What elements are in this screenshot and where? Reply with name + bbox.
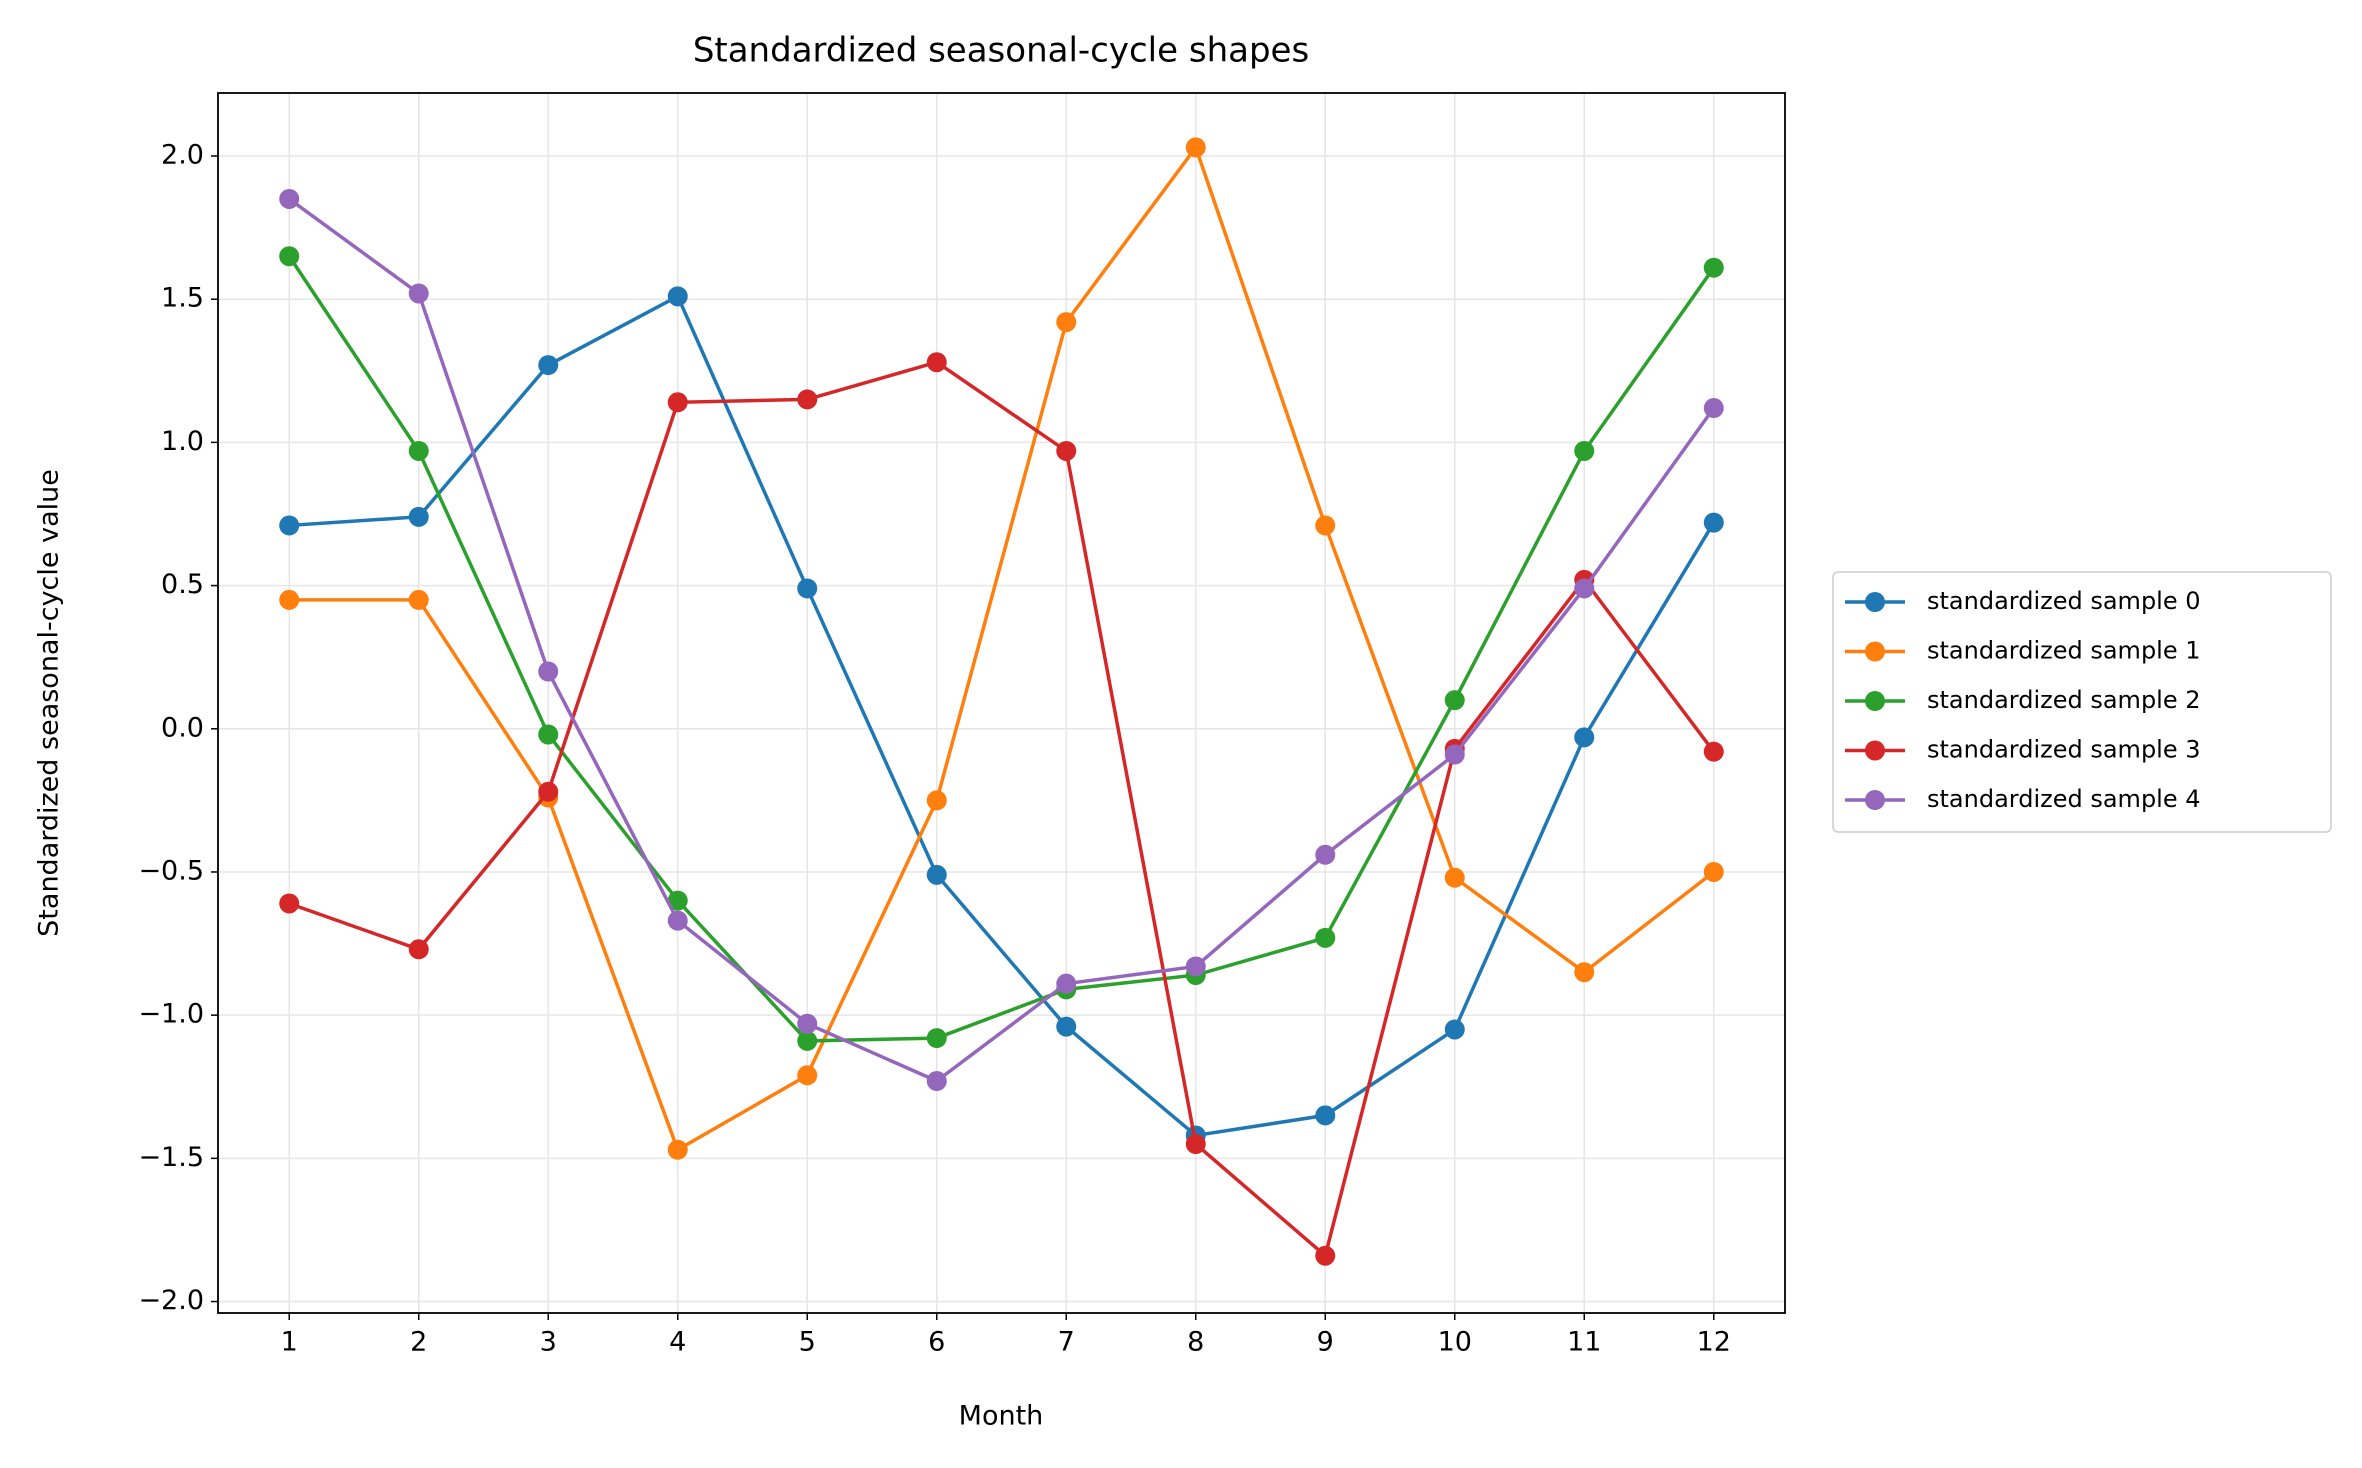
legend-marker — [1865, 691, 1885, 711]
point — [408, 589, 429, 610]
point — [1056, 440, 1077, 461]
x-axis-label: Month — [959, 1401, 1044, 1432]
legend-label: standardized sample 1 — [1927, 637, 2201, 665]
point — [408, 283, 429, 304]
point — [1444, 690, 1465, 711]
point — [1315, 1245, 1336, 1266]
point — [538, 781, 559, 802]
point — [1315, 1105, 1336, 1126]
point — [1574, 727, 1595, 748]
point — [667, 392, 688, 413]
point — [926, 1028, 947, 1049]
point — [797, 1030, 818, 1051]
x-tick-label: 4 — [669, 1327, 686, 1358]
legend-label: standardized sample 3 — [1927, 736, 2201, 764]
point — [1703, 257, 1724, 278]
point — [667, 910, 688, 931]
point — [1574, 578, 1595, 599]
legend-label: standardized sample 0 — [1927, 587, 2201, 615]
point — [926, 1071, 947, 1092]
point — [926, 864, 947, 885]
y-axis-label: Standardized seasonal-cycle value — [34, 469, 65, 937]
point — [797, 1065, 818, 1086]
point — [1703, 861, 1724, 882]
y-tick-label: −1.0 — [138, 999, 204, 1030]
point — [1444, 867, 1465, 888]
point — [797, 1013, 818, 1034]
point — [1185, 956, 1206, 977]
point — [797, 389, 818, 410]
point — [279, 589, 300, 610]
x-tick-label: 9 — [1317, 1327, 1334, 1358]
legend-marker — [1865, 641, 1885, 662]
x-tick-label: 8 — [1187, 1327, 1204, 1358]
point — [1574, 962, 1595, 983]
chart-title: Standardized seasonal-cycle shapes — [693, 31, 1309, 71]
legend-marker — [1865, 592, 1885, 612]
x-tick-label: 6 — [928, 1327, 945, 1358]
x-tick-label: 12 — [1697, 1327, 1731, 1358]
point — [408, 506, 429, 527]
y-tick-label: −1.5 — [138, 1142, 204, 1173]
point — [1185, 137, 1206, 158]
y-tick-label: 0.5 — [161, 569, 204, 600]
point — [1703, 398, 1724, 419]
x-tick-label: 2 — [410, 1327, 427, 1358]
point — [538, 661, 559, 682]
y-tick-label: 2.0 — [161, 140, 204, 171]
x-tick-label: 7 — [1058, 1327, 1075, 1358]
point — [279, 188, 300, 209]
y-tick-label: 1.5 — [161, 283, 204, 314]
x-tick-label: 10 — [1438, 1327, 1472, 1358]
x-tick-label: 11 — [1567, 1327, 1601, 1358]
point — [1056, 312, 1077, 333]
point — [1185, 1134, 1206, 1155]
y-tick-label: 0.0 — [161, 712, 204, 743]
point — [1444, 1019, 1465, 1040]
legend-label: standardized sample 4 — [1927, 785, 2201, 813]
series-line — [289, 143, 1715, 1153]
point — [408, 939, 429, 960]
y-tick-label: 1.0 — [161, 426, 204, 457]
point — [538, 355, 559, 376]
x-tick-label: 5 — [799, 1327, 816, 1358]
point — [1574, 440, 1595, 461]
point — [279, 893, 300, 914]
point — [797, 578, 818, 599]
x-tick-label: 3 — [540, 1327, 557, 1358]
y-tick-label: −2.0 — [138, 1285, 204, 1316]
series-line — [288, 197, 1716, 1084]
point — [279, 515, 300, 536]
point — [1444, 744, 1465, 765]
point — [408, 440, 429, 461]
point — [926, 352, 947, 373]
series-line — [289, 293, 1716, 1138]
series-line — [287, 255, 1716, 1043]
point — [667, 1139, 688, 1160]
point — [667, 286, 688, 307]
point — [538, 724, 559, 745]
point — [667, 890, 688, 911]
point — [1315, 844, 1336, 865]
legend-marker — [1865, 740, 1885, 761]
plot-frame — [217, 92, 1786, 1314]
point — [1703, 741, 1724, 762]
x-tick-label: 1 — [281, 1327, 298, 1358]
legend-marker — [1865, 790, 1885, 810]
legend-box — [1832, 571, 2332, 833]
point — [1703, 512, 1724, 533]
point — [926, 790, 947, 811]
y-tick-label: −0.5 — [138, 855, 204, 886]
legend-label: standardized sample 2 — [1927, 686, 2201, 714]
point — [1056, 1016, 1077, 1037]
series-line — [288, 360, 1716, 1259]
point — [279, 246, 300, 267]
point — [1056, 973, 1077, 994]
point — [1315, 927, 1336, 948]
point — [1315, 515, 1336, 536]
